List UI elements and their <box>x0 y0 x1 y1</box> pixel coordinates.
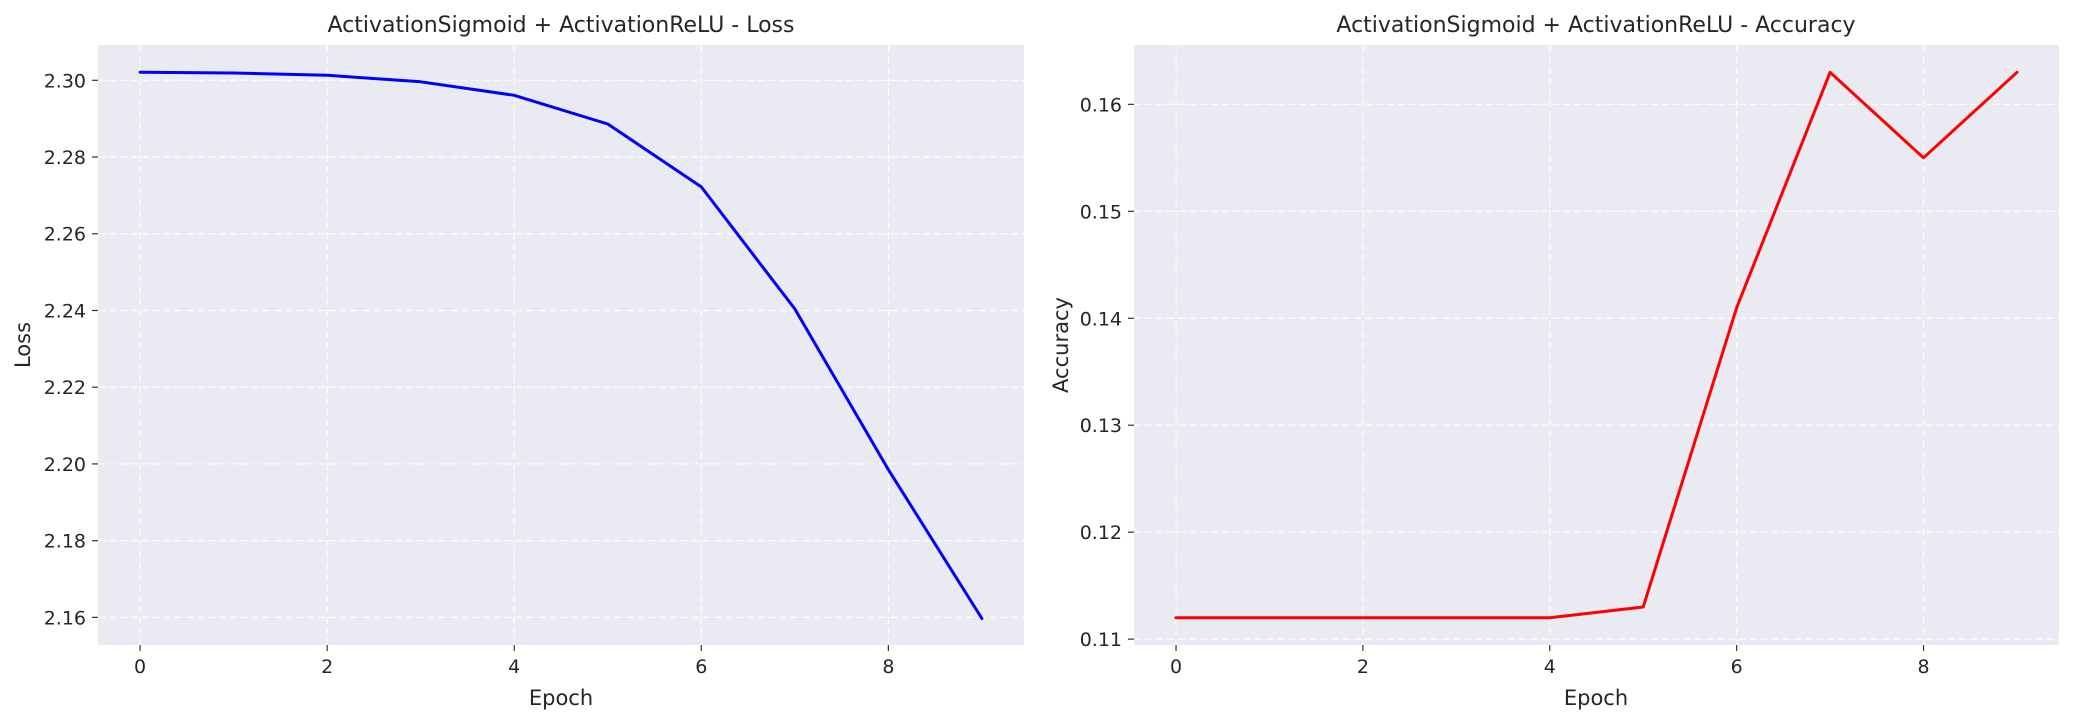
loss-series <box>138 70 984 620</box>
accuracy-y-tick-label: 0.16 <box>1080 94 1122 116</box>
accuracy-y-tick-label: 0.11 <box>1080 629 1122 651</box>
accuracy-x-tick-label: 4 <box>1544 656 1556 678</box>
accuracy-chart-title: ActivationSigmoid + ActivationReLU - Acc… <box>1336 13 1855 38</box>
loss-y-axis-label: Loss <box>11 322 35 368</box>
loss-y-tick-label: 2.26 <box>44 224 86 246</box>
loss-ticks: 0 2 4 6 8 2.16 2.18 2.20 2.22 2.24 2.26 2.28 2.30 <box>44 70 895 678</box>
accuracy-series-line <box>1174 70 2019 620</box>
loss-x-axis-label: Epoch <box>529 686 593 710</box>
accuracy-y-axis-label: Accuracy <box>1049 297 1073 393</box>
accuracy-x-tick-label: 6 <box>1731 656 1743 678</box>
accuracy-y-tick-label: 0.12 <box>1080 522 1122 544</box>
loss-y-tick-label: 2.28 <box>44 147 86 169</box>
loss-x-tick-label: 8 <box>882 656 894 678</box>
accuracy-x-tick-label: 2 <box>1357 656 1369 678</box>
accuracy-plot-area <box>1134 45 2059 645</box>
loss-chart-title: ActivationSigmoid + ActivationReLU - Los… <box>328 13 795 38</box>
loss-y-tick-label: 2.20 <box>44 454 86 476</box>
loss-y-tick-label: 2.22 <box>44 377 86 399</box>
loss-x-tick-label: 0 <box>134 656 146 678</box>
accuracy-x-tick-label: 0 <box>1170 656 1182 678</box>
loss-y-tick-label: 2.16 <box>44 607 86 629</box>
loss-y-tick-label: 2.24 <box>44 300 86 322</box>
loss-x-tick-label: 4 <box>508 656 520 678</box>
loss-plot-area <box>98 45 1024 645</box>
loss-y-tick-label: 2.30 <box>44 70 86 92</box>
loss-series-line <box>138 70 984 620</box>
accuracy-y-tick-label: 0.15 <box>1080 201 1122 223</box>
loss-grid <box>98 45 1024 645</box>
accuracy-series <box>1174 70 2019 620</box>
accuracy-y-tick-label: 0.13 <box>1080 415 1122 437</box>
loss-chart: 0 2 4 6 8 2.16 2.18 2.20 2.22 2.24 2.26 2.28 2.30 Ac… <box>11 13 1024 710</box>
accuracy-grid <box>1134 45 2059 645</box>
loss-y-tick-label: 2.18 <box>44 531 86 553</box>
accuracy-x-axis-label: Epoch <box>1564 686 1628 710</box>
accuracy-chart: 0 2 4 6 8 0.11 0.12 0.13 0.14 0.15 0.16 Activation… <box>1049 13 2059 710</box>
accuracy-x-tick-label: 8 <box>1917 656 1929 678</box>
accuracy-ticks: 0 2 4 6 8 0.11 0.12 0.13 0.14 0.15 0.16 <box>1080 94 1930 678</box>
loss-x-tick-label: 2 <box>321 656 333 678</box>
accuracy-y-tick-label: 0.14 <box>1080 308 1122 330</box>
loss-x-tick-label: 6 <box>695 656 707 678</box>
